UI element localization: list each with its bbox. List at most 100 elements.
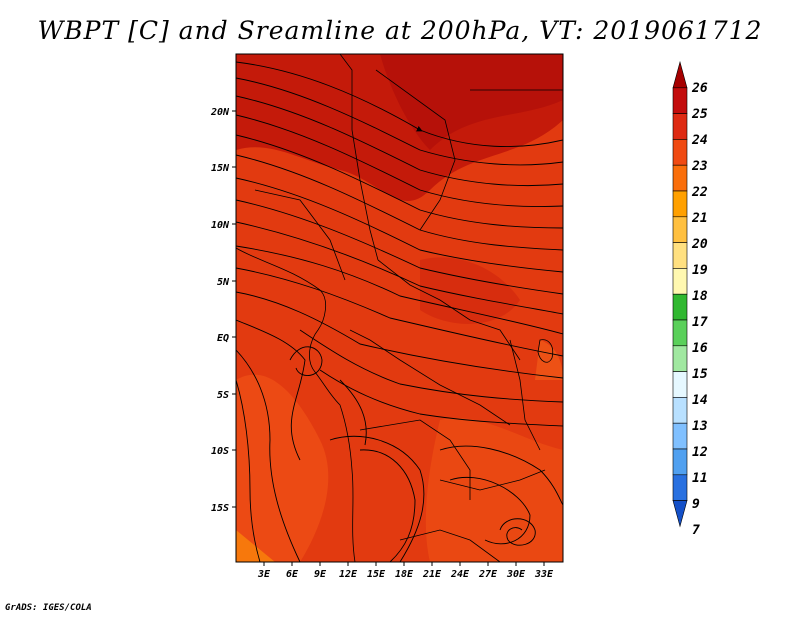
colorbar-segments [672, 60, 688, 528]
colorbar-segment [672, 216, 688, 243]
colorbar-segment [672, 474, 688, 501]
x-tick-label: 9E [314, 569, 327, 580]
border [377, 259, 521, 361]
colorbar-segment [672, 242, 688, 269]
colorbar-label: 16 [692, 341, 708, 356]
colorbar-label: 18 [692, 289, 708, 304]
streamline-vortex [289, 346, 323, 376]
streamline [449, 476, 531, 545]
x-tick-label: 27E [478, 569, 498, 580]
colorbar-label: 12 [692, 445, 708, 460]
streamline [236, 154, 563, 251]
streamline [236, 221, 563, 315]
colorbar-label: 19 [692, 263, 708, 278]
streamline [339, 379, 367, 446]
streamline [236, 199, 563, 295]
colorbar-segment [672, 319, 688, 347]
y-tick-label: 20N [210, 107, 230, 118]
colorbar-segment [672, 371, 688, 398]
streamlines [236, 61, 563, 562]
y-tick-label: 5S [217, 390, 229, 401]
colorbar-bottom-arrow [672, 500, 688, 528]
streamline [319, 369, 563, 427]
x-tick-label: 21E [422, 569, 442, 580]
colorbar-label: 15 [692, 367, 708, 382]
streamline [236, 77, 563, 166]
map-frame [235, 53, 564, 563]
border [339, 54, 379, 261]
x-tick-label: 3E [257, 569, 271, 580]
x-tick-label: 15E [367, 569, 386, 580]
colorbar-segment [672, 345, 688, 372]
x-tick-label: 18E [395, 569, 414, 580]
y-tick-label: 15S [211, 503, 229, 514]
border [349, 329, 511, 426]
cool-region [236, 374, 329, 562]
colorbar-segment [672, 190, 688, 218]
colorbar-label: 7 [692, 523, 700, 538]
streamline-vortex [499, 518, 536, 546]
streamline [236, 177, 563, 273]
y-axis: 20N 15N 10N 5N EQ 5S 10S 15S [210, 107, 236, 514]
x-tick-label: 24E [450, 569, 470, 580]
colorbar-segment [672, 422, 688, 450]
streamline [236, 95, 563, 187]
streamline [236, 114, 563, 207]
streamline [236, 319, 306, 461]
colorbar-segment [672, 113, 688, 140]
colorbar-label: 9 [692, 497, 700, 512]
colorbar-label: 23 [691, 159, 708, 174]
streamline [299, 329, 563, 403]
colorbar-top-arrow [672, 60, 688, 89]
x-tick-label: 33E [534, 569, 554, 580]
credit-text: GrADS: IGES/COLA [5, 603, 92, 613]
streamline [359, 449, 416, 562]
colorbar-label: 24 [691, 133, 708, 148]
streamline [236, 267, 563, 357]
colorbar-label: 21 [691, 211, 708, 226]
y-tick-label: EQ [217, 333, 229, 344]
x-tick-label: 6E [286, 569, 299, 580]
country-borders [236, 54, 563, 562]
cool-patch-east [535, 340, 563, 380]
streamline [236, 245, 563, 335]
border [254, 189, 346, 281]
colorbar-label: 26 [691, 81, 708, 96]
streamline [236, 291, 563, 379]
map-area [236, 54, 563, 562]
colorbar-segment [672, 397, 688, 424]
streamline [439, 445, 563, 506]
colorbar-segment [672, 87, 688, 114]
colorbar-segment [672, 164, 688, 192]
colorbar: 26 25 24 23 22 21 20 19 18 17 16 15 14 1… [672, 60, 708, 538]
chart-title: WBPT [C] and Sreamline at 200hPa, VT: 20… [37, 16, 763, 45]
border [509, 339, 541, 451]
x-tick-label: 30E [506, 569, 526, 580]
border [439, 469, 546, 491]
warm-region-north [380, 54, 563, 150]
colorbar-label: 13 [692, 419, 708, 434]
colorbar-labels: 26 25 24 23 22 21 20 19 18 17 16 15 14 1… [691, 81, 708, 538]
colorbar-segment [672, 139, 688, 166]
streamline [236, 379, 261, 562]
colorbar-segment [672, 268, 688, 295]
streamline [236, 134, 563, 229]
x-axis: 3E 6E 9E 12E 15E 18E 21E 24E 27E 30E 33E [257, 562, 554, 580]
streamline [329, 435, 425, 562]
border [359, 419, 471, 500]
colorbar-segment [672, 293, 688, 321]
coastline [236, 247, 356, 562]
colorbar-label: 11 [692, 471, 708, 486]
colorbar-segment [672, 448, 688, 476]
colorbar-label: 17 [692, 315, 708, 330]
y-tick-label: 5N [217, 277, 230, 288]
y-tick-label: 10S [211, 446, 229, 457]
colorbar-label: 20 [691, 237, 708, 252]
border [375, 69, 456, 231]
lake [537, 339, 554, 363]
colorbar-label: 22 [691, 185, 708, 200]
border [399, 529, 501, 562]
colorbar-label: 25 [691, 107, 708, 122]
y-tick-label: 15N [211, 163, 230, 174]
